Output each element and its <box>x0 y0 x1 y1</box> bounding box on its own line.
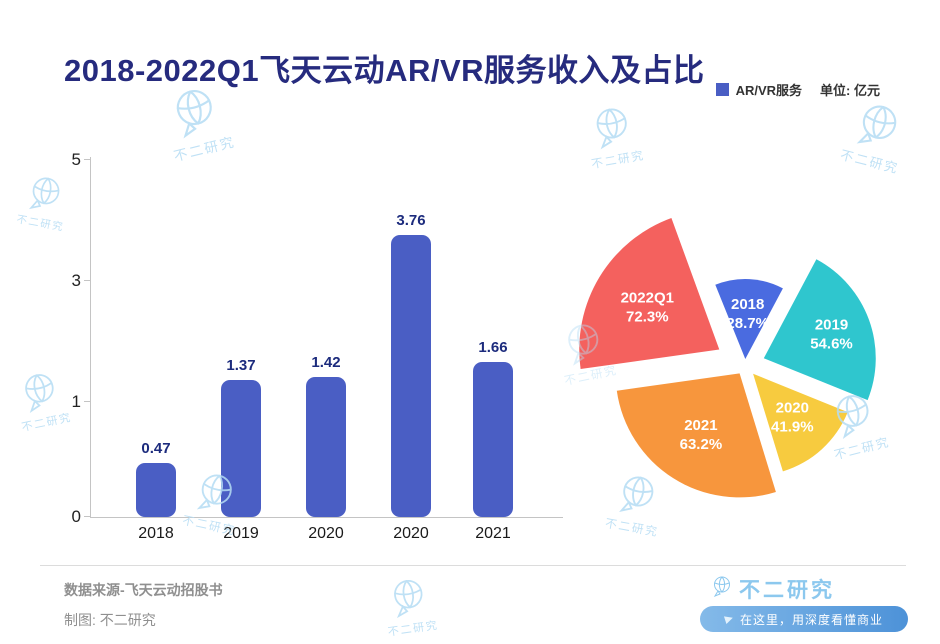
balloon-doodle-icon <box>856 105 897 144</box>
balloon-doodle-icon <box>596 108 627 150</box>
balloon-doodle-icon <box>28 177 60 210</box>
bar-2021-4 <box>473 362 513 517</box>
bar-2020-3 <box>391 235 431 517</box>
watermark-3: 不二研究 <box>839 96 914 177</box>
y-axis-tick-mark <box>84 159 91 160</box>
bar-chart: 0 1 3 5 0.47 2018 1.37 2019 1.42 2020 3.76 2020 1.66… <box>72 150 563 542</box>
watermark-1: 不二研究 <box>16 171 73 234</box>
y-axis-tick-label: 3 <box>71 271 81 290</box>
watermark-text: 不二研究 <box>20 410 73 434</box>
watermark-text: 不二研究 <box>838 147 901 177</box>
bar-2018-0 <box>136 462 176 517</box>
bar-value-label: 3.76 <box>396 212 426 230</box>
watermark-0: 不二研究 <box>159 80 238 166</box>
bar-2020-2 <box>306 376 346 517</box>
legend-swatch <box>715 83 729 96</box>
watermark-6: 不二研究 <box>381 574 440 639</box>
legend: AR/VR服务 单位: 亿元 <box>715 80 880 99</box>
pie-slice-label-2021: 2021 63.2% <box>680 417 723 453</box>
x-axis-category-label: 2020 <box>308 525 344 542</box>
pie-slice-label-2018: 2018 28.7% <box>726 296 769 332</box>
balloon-doodle-icon <box>713 576 730 597</box>
watermark-text: 不二研究 <box>386 618 440 639</box>
slogan-text: 在这里，用深度看懂商业 <box>739 612 883 627</box>
legend-series-label: AR/VR服务 <box>735 83 803 98</box>
pie-slice-label-2022Q1: 2022Q1 72.3% <box>621 289 674 325</box>
y-axis-tick-mark <box>84 280 91 281</box>
brand-logo: 不二研究 <box>712 574 835 604</box>
bar-value-label: 1.66 <box>478 339 508 357</box>
y-axis-tick-label: 1 <box>71 392 81 411</box>
footer-divider <box>40 565 906 566</box>
pie-slice-2020 <box>753 373 848 472</box>
pie-slice-2022Q1 <box>579 218 720 369</box>
y-axis-tick-mark <box>84 401 91 402</box>
balloon-doodle-icon <box>176 90 212 139</box>
x-axis-category-label: 2018 <box>138 525 174 542</box>
balloon-logo-icon <box>712 575 732 604</box>
x-axis-category-label: 2020 <box>393 525 429 542</box>
pie-slice-2019 <box>763 259 876 401</box>
balloon-doodle-icon <box>394 579 423 619</box>
pie-slice-label-2020: 2020 41.9% <box>771 400 814 436</box>
pie-slice-label-2019: 2019 54.6% <box>810 317 853 353</box>
bar-2019-1 <box>221 379 261 517</box>
watermark-text: 不二研究 <box>590 148 646 171</box>
chart-credit-text: 制图: 不二研究 <box>64 612 156 628</box>
x-axis-category-label: 2019 <box>223 525 259 542</box>
pie-slice-2018 <box>715 278 783 359</box>
watermark-2: 不二研究 <box>582 101 646 172</box>
brand-name: 不二研究 <box>739 579 835 602</box>
rocket-icon <box>723 613 735 625</box>
y-axis-tick-label: 0 <box>71 507 81 526</box>
pie-slice-2021 <box>616 373 776 498</box>
y-axis-tick-mark <box>84 516 91 517</box>
x-axis-category-label: 2021 <box>475 525 511 542</box>
unit-label: 单位: 亿元 <box>820 83 880 98</box>
watermark-text: 不二研究 <box>15 212 66 234</box>
bar-value-label: 1.42 <box>311 353 341 371</box>
y-axis-tick-label: 5 <box>71 150 81 169</box>
bar-value-label: 0.47 <box>141 439 171 457</box>
data-source-text: 数据来源-飞天云动招股书 <box>64 582 223 598</box>
bar-value-label: 1.37 <box>226 356 256 374</box>
page-title: 2018-2022Q1飞天云动AR/VR服务收入及占比 <box>64 52 705 88</box>
pie-chart: 2018 28.7% 2019 54.6% 2020 41.9% 2021 63.2% 2022… <box>579 218 876 498</box>
slogan-pill: 在这里，用深度看懂商业 <box>700 606 908 632</box>
